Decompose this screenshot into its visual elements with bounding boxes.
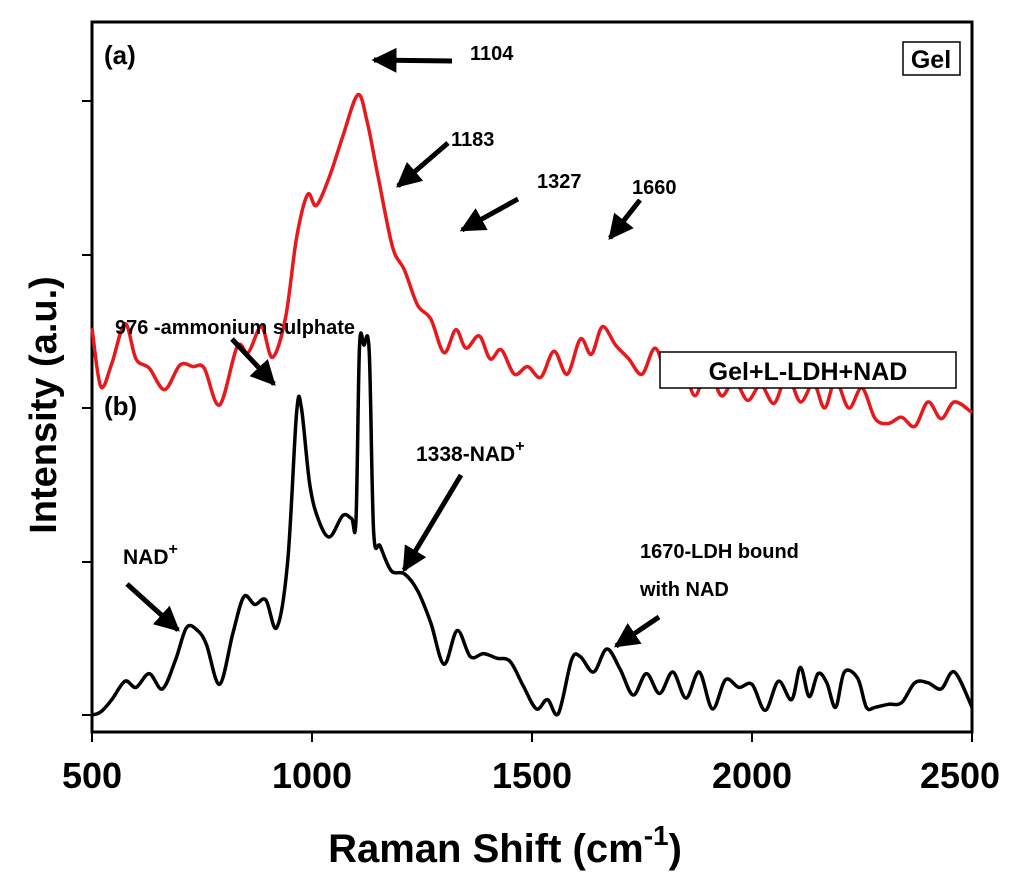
- y-axis-label: Intensity (a.u.): [23, 276, 65, 534]
- annotation-arrows: [125, 47, 661, 649]
- annotation-1327: 1327: [537, 171, 582, 193]
- annotation-1670-line2: with NAD: [639, 579, 729, 601]
- x-axis-label-superscript: -1: [644, 820, 669, 851]
- x-tick-label-1000: 1000: [272, 755, 352, 796]
- annotation-1183: 1183: [451, 129, 494, 151]
- legend-label-gel: Gel: [911, 46, 951, 74]
- annotation-nad-superscript: +: [169, 541, 178, 558]
- x-tick-label-2000: 2000: [712, 755, 792, 796]
- x-axis-label: Raman Shift (cm-1): [328, 820, 682, 871]
- annotation-1104: 1104: [470, 43, 514, 65]
- x-ticks: 500 1000 1500 2000 2500: [62, 732, 1000, 796]
- legend-label-gel-ldh-nad: Gel+L-LDH+NAD: [709, 358, 908, 386]
- annotation-nad: NAD+: [123, 541, 178, 569]
- panel-label-b: (b): [104, 391, 137, 421]
- x-tick-label-2500: 2500: [920, 755, 1000, 796]
- panel-label-a: (a): [104, 40, 136, 70]
- x-tick-label-1500: 1500: [492, 755, 572, 796]
- annotation-1338: 1338-NAD+: [416, 438, 525, 466]
- annotation-1338-superscript: +: [515, 438, 524, 455]
- x-tick-label-500: 500: [62, 755, 122, 796]
- annotation-1660: 1660: [632, 177, 677, 199]
- annotation-1670-line1: 1670-LDH bound: [640, 541, 799, 563]
- series-line-gel-ldh-nad: [91, 331, 974, 717]
- y-ticks: [82, 100, 92, 716]
- legend-box-gel-ldh-nad: [659, 351, 957, 389]
- legend-box-gel: [902, 41, 961, 76]
- annotation-976: 976 -ammonium sulphate: [115, 317, 355, 339]
